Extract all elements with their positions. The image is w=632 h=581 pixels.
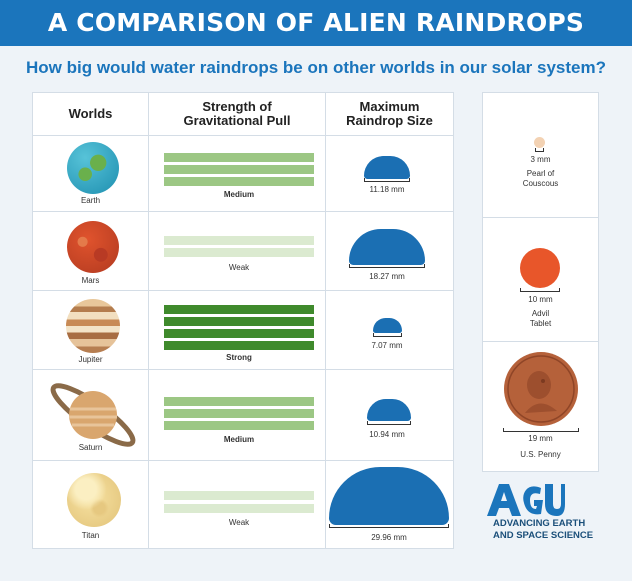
strength-label: Weak (228, 263, 250, 272)
raindrop-shape (373, 318, 402, 333)
comparison-name: Advil Tablet (529, 309, 552, 328)
strength-bar (164, 409, 314, 418)
world-label: Jupiter (78, 355, 103, 364)
strength-label: Weak (228, 518, 250, 527)
column-header-strength: Strength of Gravitational Pull (183, 99, 291, 128)
panel-divider (483, 341, 598, 342)
strength-bar (164, 248, 314, 257)
column-header-worlds: Worlds (68, 106, 113, 121)
comparison-name: U.S. Penny (520, 450, 561, 459)
strength-bar (164, 177, 314, 186)
size-marker (367, 421, 411, 425)
row-divider (33, 135, 453, 136)
jupiter-icon (66, 299, 120, 353)
row-divider (33, 290, 453, 291)
subtitle: How big would water raindrops be on othe… (26, 58, 606, 77)
comparison-name: Pearl of Couscous (522, 169, 559, 188)
panel-divider (483, 217, 598, 218)
raindrop-shape (364, 156, 410, 179)
column-divider (148, 93, 149, 548)
size-marker (373, 333, 402, 337)
strength-bar (164, 491, 314, 500)
mars-icon (67, 221, 119, 273)
size-marker (503, 428, 579, 432)
raindrop-shape (367, 399, 411, 421)
world-label: Earth (80, 196, 101, 205)
strength-bar (164, 236, 314, 245)
comparison-size-label: 3 mm (530, 155, 551, 164)
column-divider (325, 93, 326, 548)
comparison-size-label: 19 mm (528, 434, 553, 443)
page-header: A COMPARISON OF ALIEN RAINDROPS (0, 0, 632, 46)
strength-label: Medium (223, 190, 255, 199)
size-marker (349, 264, 425, 268)
raindrop-size-label: 18.27 mm (369, 272, 405, 281)
size-marker (520, 288, 560, 292)
strength-bar (164, 421, 314, 430)
strength-bar (164, 317, 314, 326)
saturn-icon (50, 383, 136, 447)
agu-logo-icon (487, 484, 565, 516)
raindrop-size-label: 10.94 mm (369, 430, 405, 439)
raindrop-size-label: 7.07 mm (371, 341, 403, 350)
strength-bar (164, 504, 314, 513)
agu-tagline: ADVANCING EARTH AND SPACE SCIENCE (493, 518, 594, 541)
strength-bar (164, 305, 314, 314)
raindrop-shape (329, 467, 449, 525)
row-divider (33, 369, 453, 370)
comparison-panel: 3 mm Pearl of Couscous 10 mm Advil Table… (482, 92, 599, 472)
titan-icon (67, 473, 121, 527)
strength-bar (164, 341, 314, 350)
size-marker (364, 178, 410, 182)
world-label: Saturn (78, 443, 103, 452)
column-header-raindrop: Maximum Raindrop Size (346, 99, 433, 128)
world-label: Mars (81, 276, 100, 285)
earth-icon (67, 142, 119, 194)
comparison-table: Worlds Strength of Gravitational Pull Ma… (32, 92, 454, 549)
strength-bar (164, 397, 314, 406)
strength-bar (164, 329, 314, 338)
strength-bar (164, 165, 314, 174)
world-label: Titan (81, 531, 100, 540)
comparison-size-label: 10 mm (528, 295, 553, 304)
raindrop-size-label: 29.96 mm (371, 533, 407, 542)
couscous-icon (534, 137, 545, 148)
strength-label: Medium (223, 435, 255, 444)
strength-bar (164, 153, 314, 162)
header-title: A COMPARISON OF ALIEN RAINDROPS (47, 8, 585, 37)
row-divider (33, 211, 453, 212)
penny-icon (504, 352, 578, 426)
raindrop-size-label: 11.18 mm (369, 185, 405, 194)
advil-tablet-icon (520, 248, 560, 288)
raindrop-shape (349, 229, 425, 265)
size-marker (535, 148, 544, 152)
strength-label: Strong (226, 353, 252, 362)
size-marker (329, 524, 449, 528)
row-divider (33, 460, 453, 461)
